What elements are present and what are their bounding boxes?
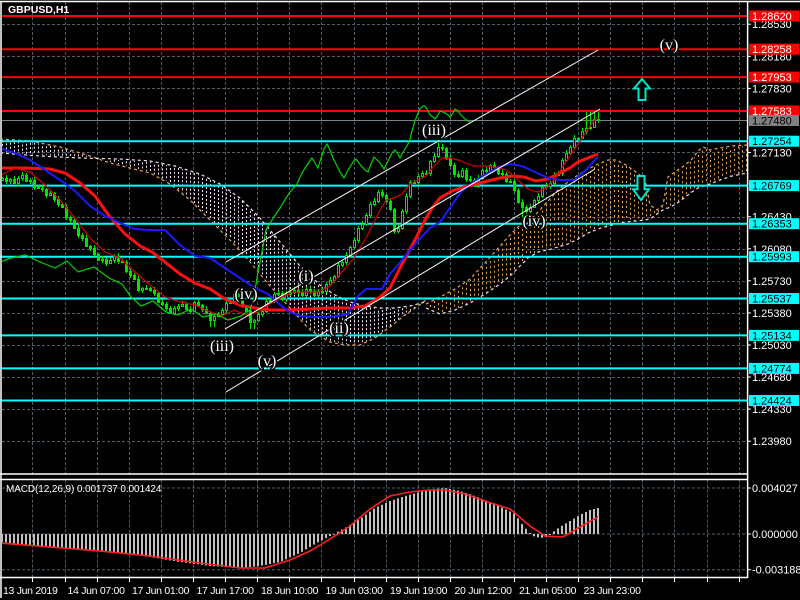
svg-text:(ii): (ii)	[329, 320, 349, 337]
svg-text:19 Jun 03:00: 19 Jun 03:00	[326, 585, 384, 597]
svg-text:1.25380: 1.25380	[752, 308, 792, 320]
svg-text:1.25730: 1.25730	[752, 276, 792, 288]
svg-text:18 Jun 10:00: 18 Jun 10:00	[261, 585, 319, 597]
svg-text:(i): (i)	[298, 268, 313, 285]
svg-text:23 Jun 23:00: 23 Jun 23:00	[584, 585, 642, 597]
svg-text:1.24680: 1.24680	[752, 372, 792, 384]
svg-text:1.24774: 1.24774	[752, 363, 792, 375]
svg-text:GBPUSD,H1: GBPUSD,H1	[8, 4, 69, 16]
svg-text:(v): (v)	[258, 353, 277, 370]
svg-text:1.27480: 1.27480	[752, 116, 792, 128]
svg-text:1.24424: 1.24424	[752, 396, 792, 408]
svg-text:1.25030: 1.25030	[752, 340, 792, 352]
svg-text:17 Jun 01:00: 17 Jun 01:00	[132, 585, 190, 597]
svg-text:1.25134: 1.25134	[752, 330, 792, 342]
svg-text:(iii): (iii)	[210, 338, 234, 355]
svg-text:1.27254: 1.27254	[752, 136, 792, 148]
svg-text:14 Jun 07:00: 14 Jun 07:00	[68, 585, 126, 597]
svg-text:19 Jun 19:00: 19 Jun 19:00	[390, 585, 448, 597]
svg-text:MACD(12,26,9) 0.001737 0.00142: MACD(12,26,9) 0.001737 0.001424	[6, 484, 162, 495]
svg-text:(iv): (iv)	[234, 286, 257, 303]
svg-text:13 Jun 2019: 13 Jun 2019	[3, 585, 58, 597]
svg-text:(v): (v)	[660, 37, 679, 54]
svg-text:1.28620: 1.28620	[752, 11, 792, 23]
svg-text:1.26769: 1.26769	[752, 181, 792, 193]
svg-text:(iii): (iii)	[422, 122, 446, 139]
svg-text:1.27130: 1.27130	[752, 148, 792, 160]
svg-text:0.004027: 0.004027	[752, 483, 798, 495]
svg-text:-0.003188: -0.003188	[752, 565, 800, 577]
svg-text:1.23980: 1.23980	[752, 436, 792, 448]
svg-text:1.26353: 1.26353	[752, 219, 792, 231]
svg-text:1.28258: 1.28258	[752, 44, 792, 56]
svg-text:1.27953: 1.27953	[752, 72, 792, 84]
svg-text:21 Jun 05:00: 21 Jun 05:00	[519, 585, 577, 597]
svg-text:(iv): (iv)	[522, 213, 545, 230]
svg-text:17 Jun 17:00: 17 Jun 17:00	[197, 585, 255, 597]
svg-text:1.27830: 1.27830	[752, 83, 792, 95]
svg-text:1.25993: 1.25993	[752, 252, 792, 264]
svg-text:0.000000: 0.000000	[752, 529, 798, 541]
svg-text:1.28530: 1.28530	[752, 19, 792, 31]
svg-text:1.24330: 1.24330	[752, 404, 792, 416]
svg-text:20 Jun 12:00: 20 Jun 12:00	[455, 585, 513, 597]
svg-text:1.25537: 1.25537	[752, 294, 792, 306]
